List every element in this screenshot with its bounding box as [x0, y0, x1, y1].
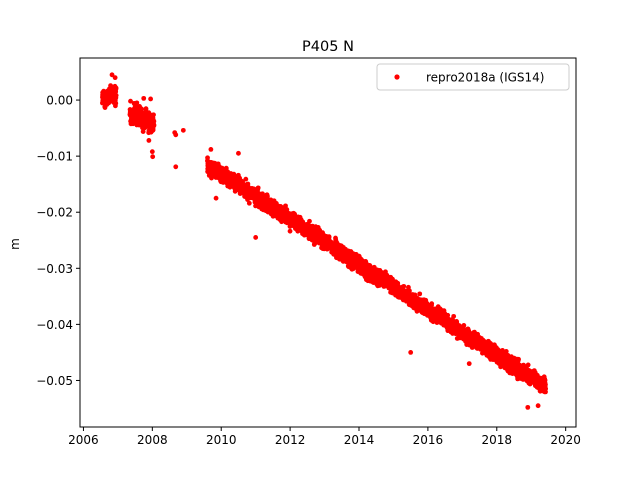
data-point: [112, 75, 118, 81]
data-point: [150, 127, 156, 133]
y-tick-label: 0.00: [46, 94, 73, 108]
data-point: [236, 150, 241, 156]
data-point: [143, 106, 149, 112]
data-point: [213, 195, 219, 201]
data-point: [150, 154, 156, 160]
x-tick-label: 2008: [137, 433, 168, 447]
axes: 2006 2008 2010 2012 2014 2016 2018 2020 0.00 −0.0…: [36, 57, 581, 447]
data-point: [417, 291, 423, 297]
y-tick-label: −0.04: [36, 318, 73, 332]
y-tick-label: −0.03: [36, 262, 73, 276]
data-point: [102, 104, 108, 110]
data-point: [287, 228, 293, 234]
data-point: [525, 362, 531, 368]
data-point: [445, 312, 451, 318]
data-point: [283, 203, 288, 209]
data-point: [326, 234, 332, 240]
data-point: [151, 118, 157, 124]
data-point: [109, 72, 115, 78]
x-tick-label: 2010: [206, 433, 237, 447]
plot-frame: [79, 57, 577, 428]
data-point: [208, 147, 214, 152]
x-tick-label: 2014: [344, 433, 375, 447]
data-point: [149, 149, 155, 155]
data-point: [488, 341, 494, 346]
legend-box: [376, 63, 570, 91]
data-point: [205, 155, 210, 161]
data-point: [113, 85, 119, 91]
y-tick-label: −0.02: [36, 206, 73, 220]
x-tick-label: 2016: [413, 433, 444, 447]
data-point: [180, 127, 186, 133]
data-point: [173, 132, 179, 138]
data-point: [243, 176, 249, 182]
data-point: [307, 218, 312, 224]
data-point: [246, 200, 252, 206]
data-point: [141, 95, 147, 101]
data-points: [99, 72, 549, 410]
data-point: [134, 100, 140, 106]
y-axis-label: m: [8, 238, 22, 250]
legend-marker: [394, 74, 400, 80]
legend: repro2018a (IGS14): [376, 63, 570, 91]
data-point: [138, 106, 144, 112]
data-point: [542, 377, 548, 383]
data-point: [151, 123, 157, 128]
y-tick-label: −0.01: [36, 150, 73, 164]
data-point: [543, 386, 549, 392]
y-tick-label: −0.05: [36, 374, 73, 388]
data-point: [255, 185, 261, 191]
data-point: [173, 164, 179, 170]
data-point: [466, 361, 472, 367]
data-point: [525, 404, 531, 410]
data-point: [113, 93, 119, 98]
x-tick-label: 2018: [482, 433, 513, 447]
data-point: [516, 356, 521, 362]
legend-entry-label: repro2018a (IGS14): [426, 71, 544, 85]
data-point: [146, 138, 152, 143]
data-point: [451, 313, 457, 319]
data-point: [140, 129, 146, 134]
data-point: [535, 403, 541, 409]
x-tick-label: 2012: [275, 433, 306, 447]
data-point: [128, 98, 133, 104]
data-point: [113, 100, 119, 106]
x-tick-label: 2006: [68, 433, 99, 447]
data-point: [543, 382, 548, 387]
chart-title: P405 N: [302, 39, 354, 55]
data-point: [148, 96, 154, 102]
data-point: [408, 350, 414, 355]
x-tick-label: 2020: [550, 433, 581, 447]
data-point: [253, 235, 259, 240]
data-point: [151, 112, 156, 118]
data-point: [503, 349, 509, 354]
data-point: [429, 301, 435, 307]
data-point: [461, 323, 467, 328]
data-point: [401, 283, 407, 289]
